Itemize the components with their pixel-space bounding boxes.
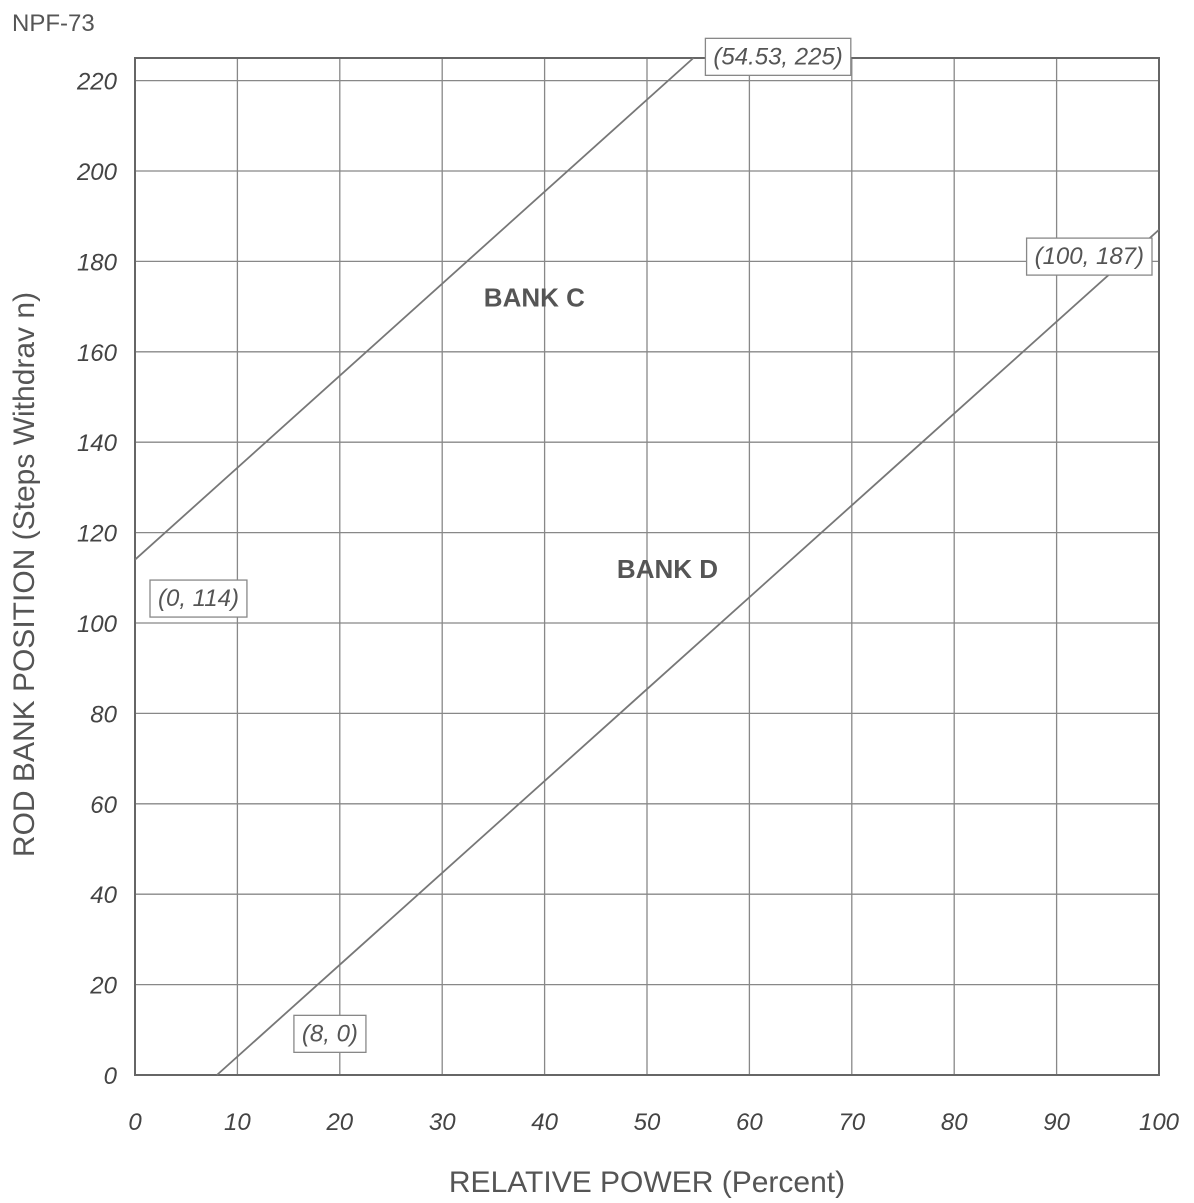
x-tick-label: 30	[429, 1109, 456, 1136]
plot-frame	[134, 57, 1160, 1076]
y-tick-label: 220	[76, 69, 118, 96]
y-tick-label: 80	[90, 701, 117, 728]
x-tick-label: 70	[838, 1109, 865, 1136]
x-tick-label: 0	[128, 1109, 142, 1136]
annotation-text: (8, 0)	[302, 1020, 358, 1047]
annotation-box	[293, 1014, 367, 1053]
y-tick-label: 100	[77, 611, 118, 638]
x-tick-label: 40	[531, 1109, 558, 1136]
tick-labels: 0 10 20 30 40 50 60 70 80 90 100 0 20 40 60 80 100 120 140…	[76, 69, 1180, 1136]
y-tick-label: 200	[76, 159, 118, 186]
y-tick-label: 140	[77, 430, 118, 457]
x-tick-label: 90	[1043, 1109, 1070, 1136]
annotation-text: (0, 114)	[158, 585, 239, 612]
point-annotation: (0, 114)	[149, 579, 248, 618]
y-tick-label: 180	[77, 249, 118, 276]
annotation-box	[149, 579, 248, 618]
y-tick-label: 120	[77, 521, 118, 548]
point-annotation: (8, 0)	[293, 1014, 367, 1053]
point-annotations: (54.53, 225) (100, 187) (0, 114) (8, 0)	[149, 37, 1153, 1053]
document-id: NPF-73	[12, 10, 95, 37]
series-label-1: BANK C	[484, 283, 585, 313]
series-layer: BANK C BANK D	[134, 57, 1160, 1076]
y-tick-label: 60	[90, 792, 117, 819]
y-tick-label: 40	[90, 882, 117, 909]
series-line-1	[134, 57, 694, 561]
series-line-2	[216, 229, 1160, 1076]
x-tick-label: 100	[1139, 1109, 1180, 1136]
x-tick-label: 80	[941, 1109, 968, 1136]
annotation-box	[704, 37, 852, 76]
y-axis-label: ROD BANK POSITION (Steps Withdrav n)	[8, 292, 41, 857]
point-annotation: (54.53, 225)	[704, 37, 852, 76]
series-label-2: BANK D	[617, 554, 718, 584]
annotation-box	[1025, 237, 1153, 276]
y-tick-label: 160	[77, 340, 118, 367]
y-tick-label: 20	[89, 973, 117, 1000]
annotation-text: (54.53, 225)	[713, 43, 842, 70]
x-axis-label: RELATIVE POWER (Percent)	[449, 1166, 845, 1199]
point-annotation: (100, 187)	[1025, 237, 1153, 276]
x-tick-label: 10	[224, 1109, 251, 1136]
x-tick-label: 60	[736, 1109, 763, 1136]
x-tick-label: 20	[325, 1109, 353, 1136]
annotation-text: (100, 187)	[1035, 243, 1144, 270]
y-tick-label: 0	[104, 1063, 118, 1090]
x-tick-label: 50	[634, 1109, 661, 1136]
